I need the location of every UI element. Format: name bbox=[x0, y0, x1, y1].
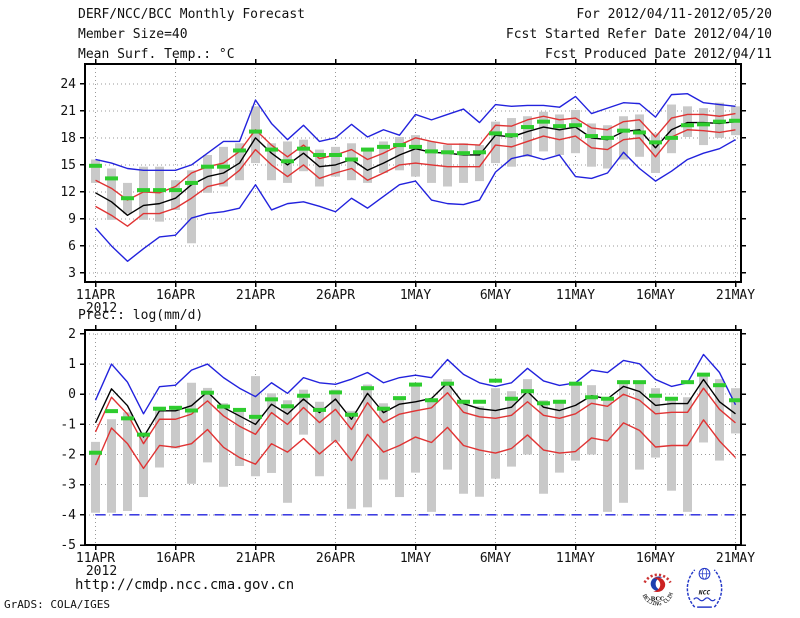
axis-ticks bbox=[80, 325, 746, 550]
x-tick-label: 6MAY bbox=[480, 288, 511, 303]
series-minimum bbox=[94, 139, 736, 262]
y-tick-label: 12 bbox=[60, 185, 76, 200]
ncc-logo-text: NCC bbox=[698, 588, 711, 596]
x-tick-label: 11APR bbox=[76, 551, 115, 566]
chart-frame bbox=[84, 329, 742, 546]
temp-chart-title: Mean Surf. Temp.: °C bbox=[78, 47, 235, 62]
y-tick-label: 0 bbox=[68, 387, 76, 402]
y-tick-label: -1 bbox=[60, 417, 76, 432]
forecast-range-label: For 2012/04/11-2012/05/20 bbox=[576, 7, 772, 22]
ncc-wreath-left bbox=[686, 569, 696, 608]
series-upper-quartile bbox=[94, 387, 736, 445]
x-tick-label: 21MAY bbox=[716, 288, 755, 303]
ncc-wreath-right bbox=[713, 569, 723, 608]
y-tick-label: 6 bbox=[68, 239, 76, 254]
source-url: http://cmdp.ncc.cma.gov.cn bbox=[75, 577, 295, 593]
series-lower-quartile bbox=[95, 129, 736, 227]
bcc-logo: BCC BEIJING CLIMATE CENTER bbox=[636, 566, 678, 608]
bcc-swirl-blue bbox=[650, 576, 663, 592]
x-tick-label: 1MAY bbox=[400, 288, 431, 303]
x-tick-label: 11MAY bbox=[556, 288, 595, 303]
x-tick-label: 16MAY bbox=[636, 551, 675, 566]
ncc-wave bbox=[693, 597, 716, 602]
x-tick-label: 16MAY bbox=[636, 288, 675, 303]
axis-ticks bbox=[80, 59, 746, 287]
x-tick-label: 21APR bbox=[236, 551, 275, 566]
plot-area bbox=[89, 353, 741, 516]
x-tick-label: 11APR bbox=[76, 288, 115, 303]
produced-date-label: Fcst Produced Date 2012/04/11 bbox=[545, 47, 772, 62]
x-tick-label: 1MAY bbox=[400, 551, 431, 566]
y-tick-label: -2 bbox=[60, 448, 76, 463]
y-tick-label: 15 bbox=[60, 158, 76, 173]
y-axis-labels: 2 1 0 -1 -2 -3 -4 -5 bbox=[60, 327, 76, 553]
x-tick-year-label: 2012 bbox=[86, 301, 117, 316]
series-ensemble-mean-marker bbox=[89, 372, 741, 455]
x-tick-label: 16APR bbox=[156, 288, 195, 303]
ncc-logo: NCC bbox=[686, 567, 723, 608]
bcc-swirl-red bbox=[653, 577, 666, 593]
x-tick-label: 21APR bbox=[236, 288, 275, 303]
x-tick-year-label: 2012 bbox=[86, 564, 117, 579]
series-upper-quartile bbox=[95, 112, 736, 201]
x-tick-label: 6MAY bbox=[480, 551, 511, 566]
prec-chart-title: Prec.: log(mm/d) bbox=[78, 308, 204, 323]
y-tick-label: 9 bbox=[68, 212, 76, 227]
grads-credit: GrADS: COLA/IGES bbox=[4, 598, 110, 611]
y-tick-label: -5 bbox=[60, 538, 76, 553]
series-lower-quartile bbox=[94, 419, 737, 470]
series-maximum bbox=[94, 353, 737, 415]
series-median bbox=[94, 378, 736, 438]
chart-frame bbox=[84, 63, 742, 283]
x-tick-label: 16APR bbox=[156, 551, 195, 566]
plot-title: DERF/NCC/BCC Monthly Forecast bbox=[78, 7, 305, 22]
plot-area bbox=[89, 93, 741, 262]
y-tick-label: 24 bbox=[60, 77, 76, 92]
bcc-logo-text: BCC bbox=[651, 597, 665, 603]
y-tick-label: 1 bbox=[68, 357, 76, 372]
x-tick-label: 11MAY bbox=[556, 551, 595, 566]
x-tick-label: 26APR bbox=[316, 551, 355, 566]
y-tick-label: -3 bbox=[60, 478, 76, 493]
series-ensemble-mean-marker bbox=[89, 118, 741, 201]
member-size-label: Member Size=40 bbox=[78, 27, 188, 42]
series-maximum bbox=[95, 93, 736, 171]
series-spread-bar bbox=[91, 376, 740, 513]
y-tick-label: 3 bbox=[68, 266, 76, 281]
x-tick-label: 26APR bbox=[316, 288, 355, 303]
y-axis-labels: 3 6 9 12 15 18 21 24 bbox=[60, 77, 76, 281]
y-tick-label: -4 bbox=[60, 508, 76, 523]
y-tick-label: 18 bbox=[60, 131, 76, 146]
y-tick-label: 2 bbox=[68, 327, 76, 342]
y-tick-label: 21 bbox=[60, 104, 76, 119]
x-tick-label: 21MAY bbox=[716, 551, 755, 566]
refer-date-label: Fcst Started Refer Date 2012/04/10 bbox=[505, 27, 772, 42]
